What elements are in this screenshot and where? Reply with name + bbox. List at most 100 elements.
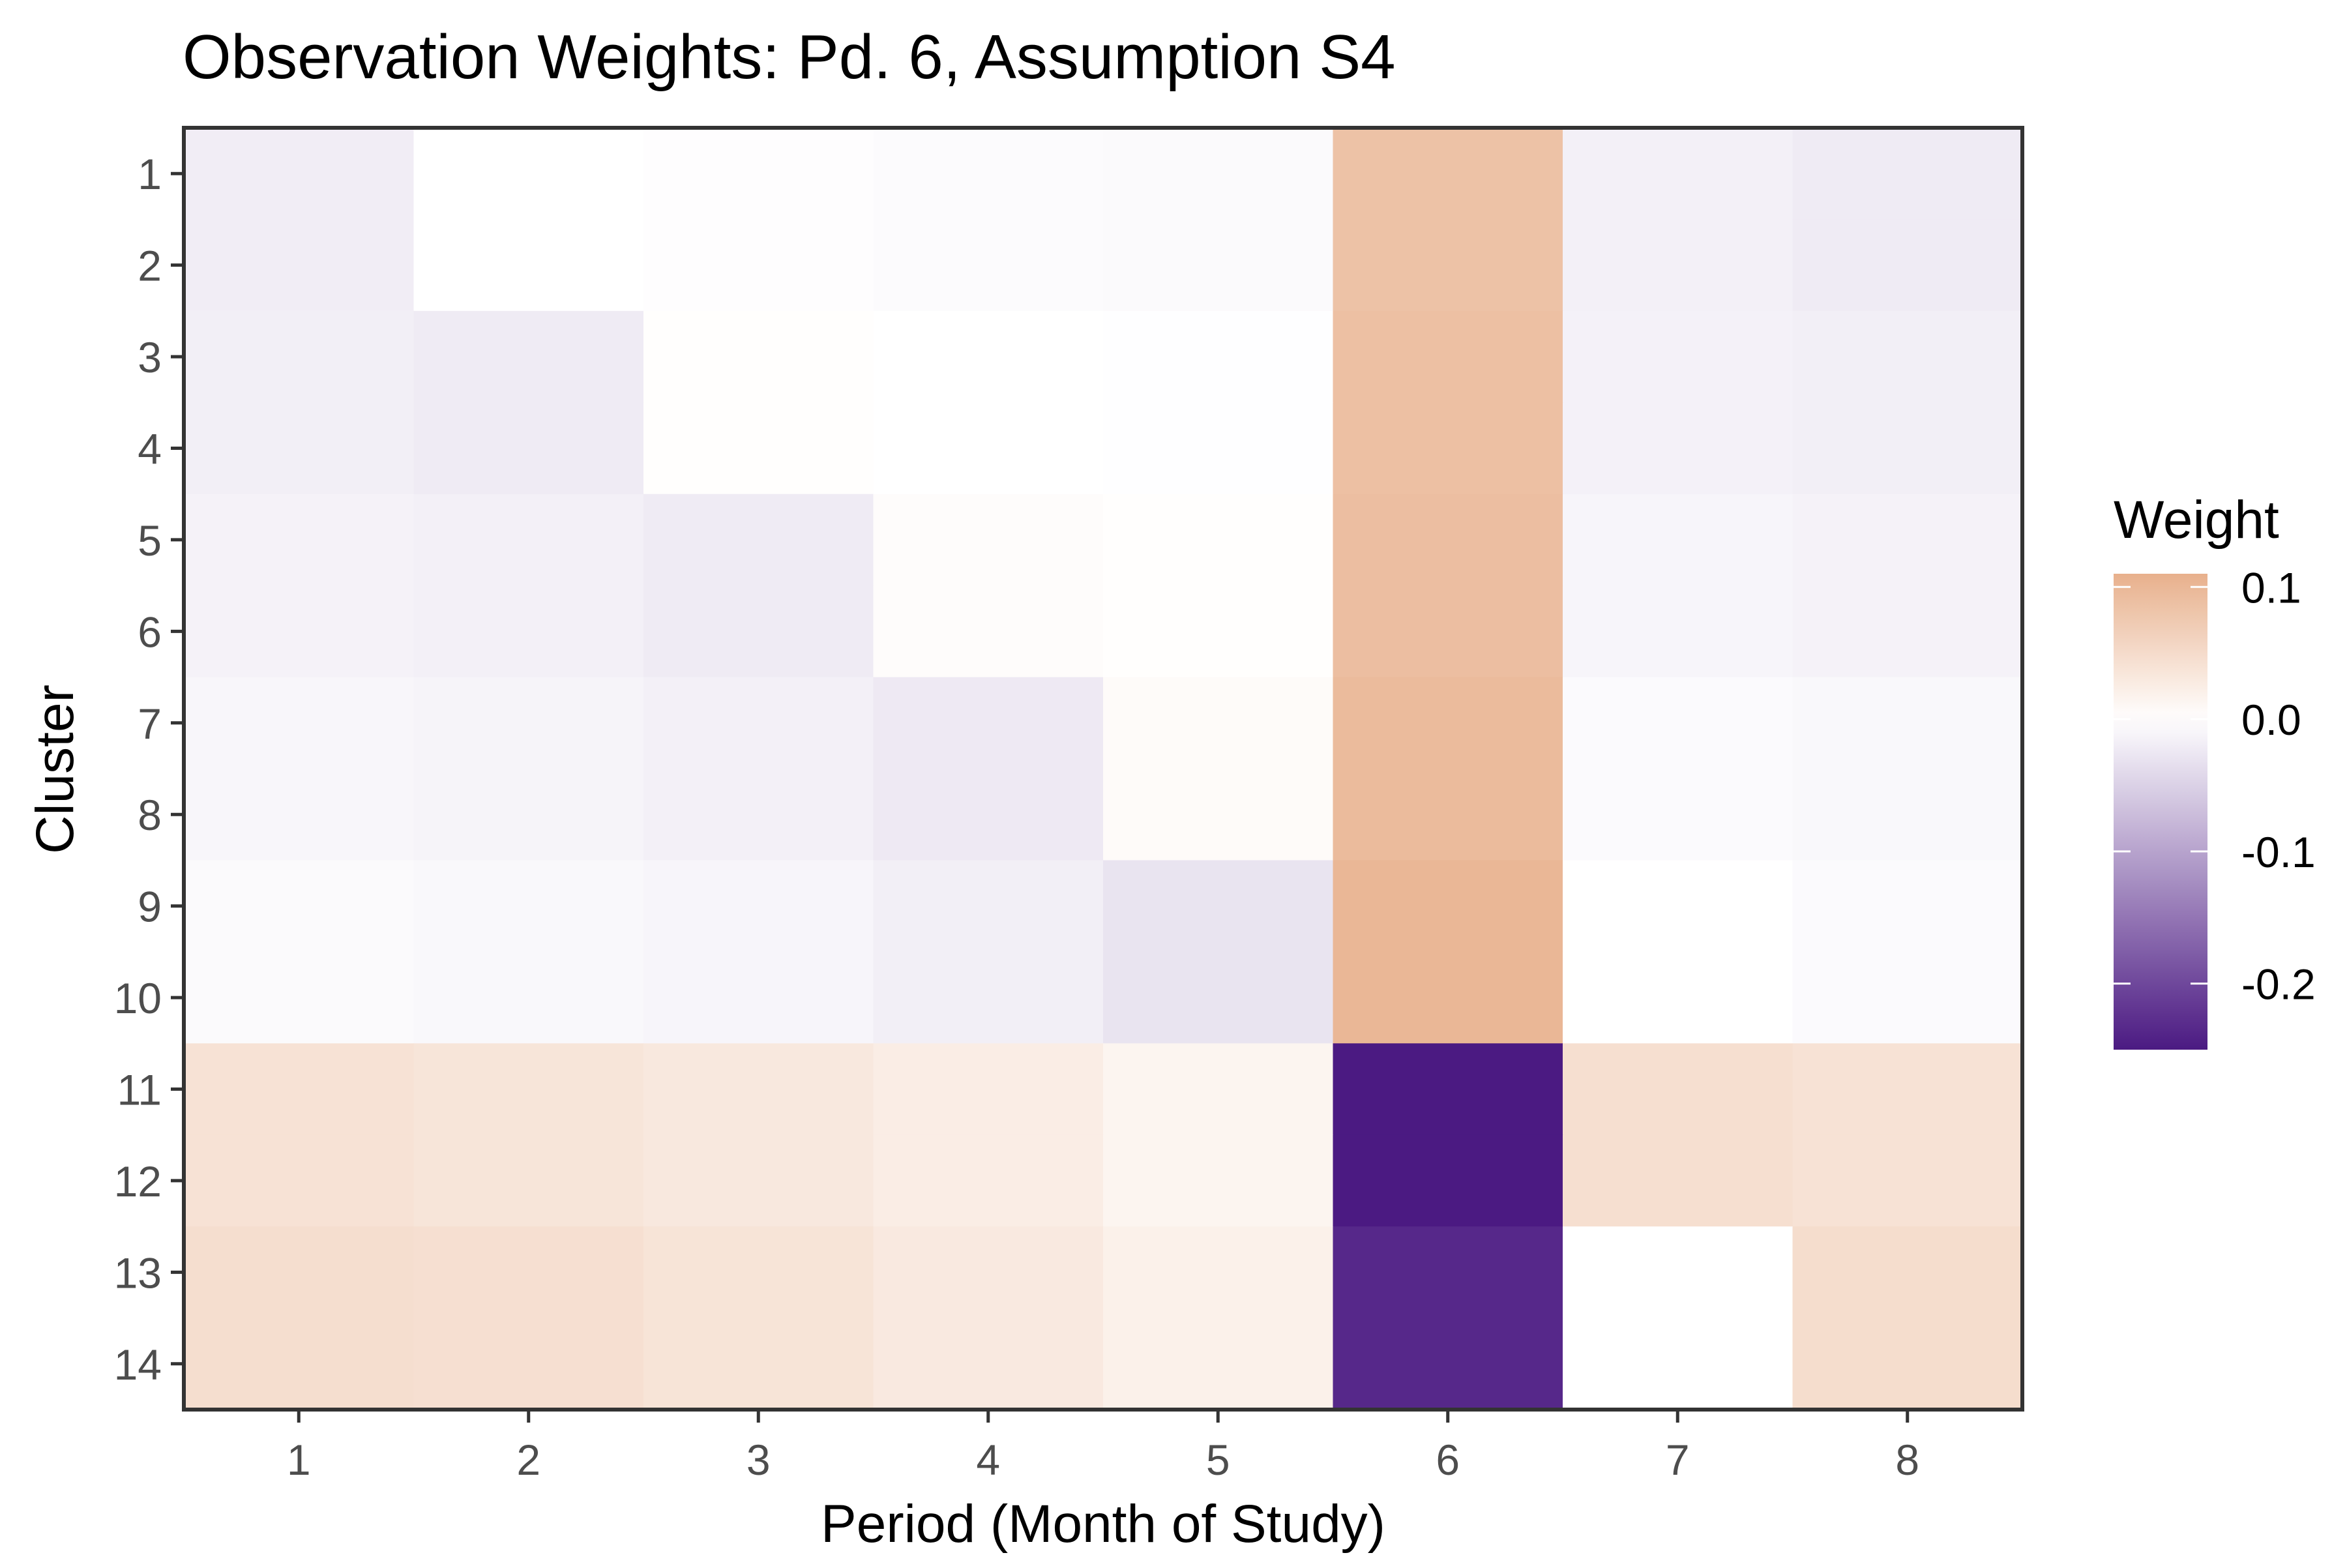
x-tick-label: 1 — [287, 1436, 311, 1484]
heatmap-cell — [1333, 310, 1563, 403]
legend-colorbar — [2114, 574, 2207, 1050]
heatmap-cell — [643, 1318, 874, 1410]
heatmap-cell — [643, 1226, 874, 1319]
y-tick-label: 14 — [114, 1340, 162, 1389]
heatmap-cell — [643, 951, 874, 1044]
heatmap-cell — [1563, 1134, 1793, 1227]
heatmap-cell — [1563, 585, 1793, 678]
heatmap-cell — [873, 677, 1104, 769]
chart-title: Observation Weights: Pd. 6, Assumption S… — [183, 22, 1396, 92]
y-tick-label: 8 — [138, 791, 162, 839]
heatmap-cell — [1792, 128, 2023, 220]
heatmap-cell — [413, 1043, 644, 1136]
legend-tick-label: 0.0 — [2241, 696, 2301, 744]
heatmap-cell — [1103, 860, 1334, 953]
heatmap-cell — [1103, 402, 1334, 495]
heatmap-cell — [1103, 1134, 1334, 1227]
heatmap-cell — [413, 769, 644, 861]
y-tick-label: 3 — [138, 333, 162, 381]
heatmap-cell — [184, 219, 415, 312]
heatmap-cell — [1563, 1226, 1793, 1319]
heatmap-cell — [1103, 310, 1334, 403]
heatmap-cell — [643, 769, 874, 861]
heatmap-cell — [643, 860, 874, 953]
heatmap-cell — [184, 1134, 415, 1227]
heatmap-cell — [1333, 677, 1563, 769]
y-tick-label: 6 — [138, 608, 162, 656]
heatmap-cell — [1563, 860, 1793, 953]
heatmap-cell — [643, 1134, 874, 1227]
heatmap-cell — [1333, 1318, 1563, 1410]
heatmap-cell — [413, 1318, 644, 1410]
heatmap-cell — [873, 1318, 1104, 1410]
y-tick-label: 12 — [114, 1157, 162, 1206]
heatmap-cell — [413, 494, 644, 586]
heatmap-cell — [1563, 1318, 1793, 1410]
heatmap-cell — [1333, 219, 1563, 312]
legend: Weight 0.1 0.0 -0.1 -0.2 — [2114, 490, 2316, 1050]
heatmap-cell — [184, 585, 415, 678]
y-tick-label: 7 — [138, 700, 162, 748]
heatmap-cell — [413, 310, 644, 403]
heatmap-cell — [643, 494, 874, 586]
x-axis-label: Period (Month of Study) — [821, 1494, 1385, 1554]
heatmap-cell — [1792, 860, 2023, 953]
heatmap-cell — [873, 951, 1104, 1044]
legend-tick-label: 0.1 — [2241, 563, 2301, 612]
heatmap-cell — [1563, 310, 1793, 403]
heatmap-cell — [413, 860, 644, 953]
y-axis-label: Cluster — [25, 685, 85, 854]
heatmap-cell — [1792, 1134, 2023, 1227]
heatmap-cell — [1333, 1043, 1563, 1136]
heatmap-cell — [184, 1318, 415, 1410]
legend-title: Weight — [2114, 490, 2279, 550]
heatmap-cell — [1792, 585, 2023, 678]
heatmap-cell — [1103, 677, 1334, 769]
x-tick-label: 4 — [976, 1436, 1000, 1484]
heatmap-cell — [1563, 219, 1793, 312]
heatmap-cell — [1792, 494, 2023, 586]
legend-tick-label: -0.2 — [2241, 960, 2316, 1009]
heatmap-cell — [413, 677, 644, 769]
heatmap-cell — [1333, 951, 1563, 1044]
heatmap-cell — [873, 585, 1104, 678]
y-tick-label: 4 — [138, 425, 162, 473]
heatmap-cell — [413, 1134, 644, 1227]
heatmap-cell — [1103, 951, 1334, 1044]
heatmap-cell — [1563, 769, 1793, 861]
y-tick-label: 5 — [138, 516, 162, 565]
y-tick-label: 9 — [138, 883, 162, 931]
heatmap-cell — [643, 677, 874, 769]
heatmap-cell — [413, 585, 644, 678]
heatmap-cell — [1563, 494, 1793, 586]
heatmap-cell — [1563, 402, 1793, 495]
heatmap-cell — [1792, 219, 2023, 312]
heatmap-cell — [1792, 1318, 2023, 1410]
heatmap-cell — [643, 219, 874, 312]
heatmap-cell — [184, 494, 415, 586]
heatmap-cell — [873, 769, 1104, 861]
heatmap-cells — [184, 128, 2023, 1410]
heatmap-cell — [184, 677, 415, 769]
heatmap-cell — [873, 219, 1104, 312]
heatmap-cell — [1792, 1226, 2023, 1319]
heatmap-cell — [643, 585, 874, 678]
x-tick-label: 7 — [1666, 1436, 1690, 1484]
heatmap-cell — [184, 769, 415, 861]
heatmap-cell — [413, 219, 644, 312]
y-tick-label: 13 — [114, 1249, 162, 1297]
heatmap-cell — [1333, 1226, 1563, 1319]
y-tick-label: 1 — [138, 150, 162, 198]
y-tick-label: 2 — [138, 242, 162, 290]
heatmap-cell — [1103, 769, 1334, 861]
heatmap-cell — [184, 951, 415, 1044]
heatmap-cell — [1103, 585, 1334, 678]
heatmap-cell — [1103, 1226, 1334, 1319]
x-tick-label: 2 — [516, 1436, 540, 1484]
heatmap-cell — [643, 402, 874, 495]
heatmap-cell — [1563, 1043, 1793, 1136]
heatmap-cell — [1333, 1134, 1563, 1227]
x-tick-label: 6 — [1436, 1436, 1460, 1484]
